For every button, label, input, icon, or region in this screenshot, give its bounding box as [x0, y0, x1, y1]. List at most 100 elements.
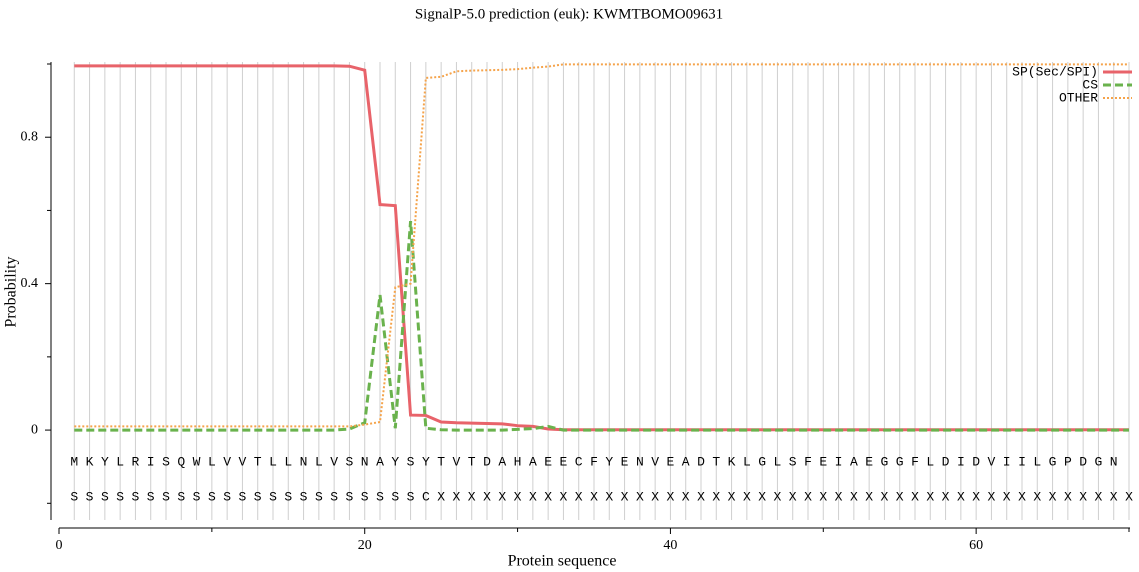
sequence-letter: P [1064, 454, 1072, 469]
sequence-letter: V [988, 454, 996, 469]
sequence-letter: L [926, 454, 934, 469]
sequence-letter: F [804, 454, 812, 469]
sequence-letter: D [972, 454, 980, 469]
sequence-letter: E [544, 454, 552, 469]
sequence-label: S [330, 489, 338, 504]
sequence-label: X [1003, 489, 1011, 504]
sequence-letter: T [712, 454, 720, 469]
sequence-label: X [728, 489, 736, 504]
sequence-letter: N [300, 454, 308, 469]
sequence-letter: E [667, 454, 675, 469]
sequence-letter: A [850, 454, 858, 469]
y-axis-label: Probability [3, 256, 20, 327]
sequence-label: X [819, 489, 827, 504]
sequence-letter: V [223, 454, 231, 469]
sequence-letter: L [315, 454, 323, 469]
sequence-label: X [560, 489, 568, 504]
sequence-letter: I [957, 454, 965, 469]
sequence-letter: R [132, 454, 140, 469]
sequence-label: X [1018, 489, 1026, 504]
sequence-letter: Q [177, 454, 185, 469]
sequence-label: S [346, 489, 354, 504]
sequence-label: X [590, 489, 598, 504]
sequence-letter: Y [422, 454, 430, 469]
sequence-label: S [376, 489, 384, 504]
sequence-label: X [575, 489, 583, 504]
sequence-label: S [269, 489, 277, 504]
sequence-label: X [437, 489, 445, 504]
y-tick-label: 0.4 [21, 276, 39, 291]
sequence-label: X [453, 489, 461, 504]
sequence-label: X [682, 489, 690, 504]
sequence-label: S [86, 489, 94, 504]
sequence-label: S [391, 489, 399, 504]
sequence-letter: A [529, 454, 537, 469]
x-tick-label: 40 [663, 538, 677, 553]
sequence-letter: D [1079, 454, 1087, 469]
sequence-letter: N [361, 454, 369, 469]
sequence-letter: S [162, 454, 170, 469]
sequence-label: S [300, 489, 308, 504]
sequence-letter: L [774, 454, 782, 469]
sequence-letter: I [835, 454, 843, 469]
x-tick-label: 0 [56, 538, 63, 553]
sequence-label: X [667, 489, 675, 504]
sequence-label: X [896, 489, 904, 504]
sequence-label: X [498, 489, 506, 504]
sequence-label: X [1110, 489, 1118, 504]
sequence-label: X [774, 489, 782, 504]
sequence-letter: Y [391, 454, 399, 469]
sequence-letter: C [575, 454, 583, 469]
sequence-letter: H [514, 454, 522, 469]
sequence-letter: G [881, 454, 889, 469]
sequence-letter: V [651, 454, 659, 469]
sequence-label: X [942, 489, 950, 504]
x-axis-label: Protein sequence [508, 553, 617, 570]
sequence-letter: A [682, 454, 690, 469]
sequence-letter: N [1110, 454, 1118, 469]
sequence-letter: N [636, 454, 644, 469]
sequence-letter: G [1095, 454, 1103, 469]
sequence-label: X [850, 489, 858, 504]
sequence-letter: K [728, 454, 736, 469]
sequence-label: X [544, 489, 552, 504]
sequence-label: S [116, 489, 124, 504]
sequence-label: S [132, 489, 140, 504]
series-line [74, 220, 1129, 432]
sequence-label: S [70, 489, 78, 504]
sequence-letter: W [193, 454, 201, 469]
sequence-label: X [712, 489, 720, 504]
sequence-label: X [789, 489, 797, 504]
sequence-letter: T [254, 454, 262, 469]
legend-label: SP(Sec/SPI) [1012, 64, 1098, 79]
sequence-label: X [1064, 489, 1072, 504]
sequence-label: X [697, 489, 705, 504]
sequence-letter: Y [101, 454, 109, 469]
legend-label: OTHER [1059, 90, 1098, 105]
sequence-letter: M [70, 454, 78, 469]
sequence-letter: E [865, 454, 873, 469]
sequence-label: X [1049, 489, 1057, 504]
sequence-label: X [514, 489, 522, 504]
y-tick-label: 0 [31, 422, 38, 437]
sequence-letter: F [590, 454, 598, 469]
sequence-label: S [315, 489, 323, 504]
sequence-label: X [636, 489, 644, 504]
sequence-letter: A [498, 454, 506, 469]
sequence-letter: L [208, 454, 216, 469]
sequence-letter: A [376, 454, 384, 469]
sequence-letter: G [896, 454, 904, 469]
y-tick-label: 0.8 [21, 129, 39, 144]
sequence-letter: Y [605, 454, 613, 469]
sequence-label: X [483, 489, 491, 504]
sequence-label: X [881, 489, 889, 504]
sequence-label: S [223, 489, 231, 504]
sequence-letter: T [437, 454, 445, 469]
sequence-label: X [972, 489, 980, 504]
chart-title: SignalP-5.0 prediction (euk): KWMTBOMO09… [415, 6, 723, 22]
sequence-label: X [835, 489, 843, 504]
sequence-letter: K [86, 454, 94, 469]
sequence-letter: S [346, 454, 354, 469]
sequence-label: X [911, 489, 919, 504]
